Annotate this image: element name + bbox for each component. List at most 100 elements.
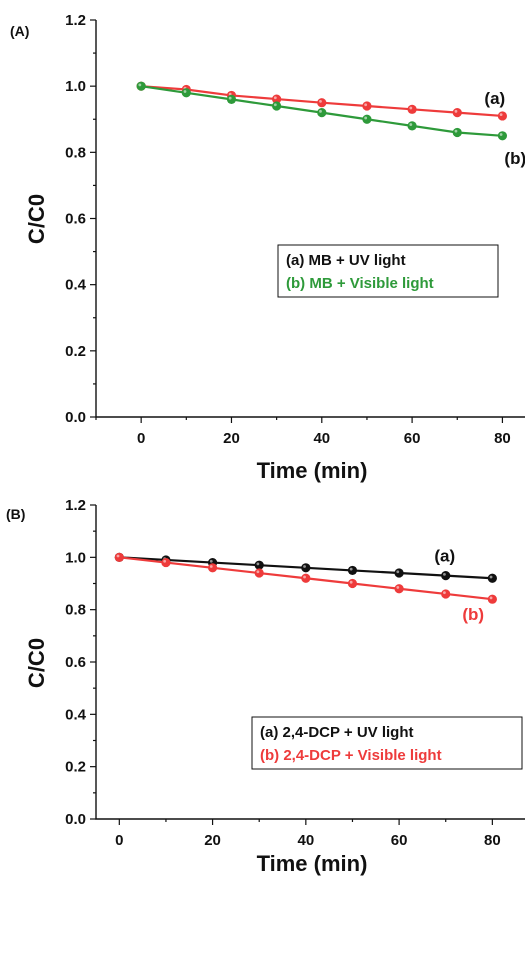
x-tick-label: 40	[297, 832, 314, 849]
y-tick-label: 1.0	[65, 549, 86, 566]
data-point-highlight	[499, 113, 503, 117]
legend-entry: (b) 2,4-DCP + Visible light	[260, 747, 442, 764]
y-tick-label: 0.4	[65, 706, 87, 723]
y-tick-label: 0.2	[65, 759, 86, 776]
data-point-highlight	[183, 90, 187, 93]
data-point-highlight	[349, 567, 353, 571]
data-point-highlight	[409, 106, 413, 110]
data-point-highlight	[209, 559, 213, 563]
data-point-highlight	[319, 100, 322, 103]
x-tick-label: 40	[313, 430, 330, 447]
data-point	[362, 114, 372, 124]
y-tick-label: 0.0	[65, 409, 86, 426]
data-point	[441, 589, 451, 599]
y-tick-label: 0.6	[65, 211, 86, 228]
chart-panel-a: 0.0 0.2 0.4 0.6 0.8 1.0 1.2 0 20 40 60 80 (A) C/C0 Tim…	[10, 12, 525, 483]
data-point	[317, 108, 327, 118]
data-point-highlight	[489, 575, 493, 579]
y-axis-title: C/C0	[24, 194, 49, 244]
data-point	[347, 578, 358, 589]
panel-label: (B)	[6, 506, 25, 522]
legend-entry: (b) MB + Visible light	[286, 275, 434, 292]
x-tick-label: 20	[204, 832, 221, 849]
data-point-highlight	[443, 572, 446, 576]
y-tick-label: 0.2	[65, 343, 86, 360]
y-tick-label: 1.0	[65, 78, 86, 95]
x-tick-label: 0	[115, 832, 123, 849]
data-point-highlight	[163, 559, 167, 563]
data-point-highlight	[443, 591, 446, 595]
x-tick-label: 60	[391, 832, 408, 849]
x-tick-label: 80	[494, 430, 511, 447]
x-tick-label: 80	[484, 832, 501, 849]
data-point	[487, 573, 497, 583]
data-point	[207, 563, 218, 573]
data-point-highlight	[319, 109, 322, 113]
data-point-highlight	[489, 596, 493, 600]
x-tick-label: 60	[404, 430, 421, 447]
x-tick-label: 20	[223, 430, 240, 447]
data-point	[452, 127, 462, 138]
x-axis-title: Time (min)	[257, 851, 368, 876]
axis-frame	[95, 505, 525, 820]
data-point	[272, 94, 282, 104]
data-point-highlight	[256, 570, 260, 574]
data-point	[272, 101, 282, 111]
axis-frame	[95, 20, 525, 418]
data-point	[362, 101, 372, 111]
data-point	[301, 573, 311, 583]
data-point	[394, 584, 404, 594]
curve-label: (a)	[484, 89, 505, 108]
data-point	[394, 568, 404, 578]
legend-box	[251, 716, 523, 770]
y-tick-label: 1.2	[65, 12, 86, 29]
data-point-highlight	[138, 83, 142, 87]
curve-label: (a)	[434, 546, 455, 565]
data-point-highlight	[116, 554, 120, 558]
y-axis-title: C/C0	[24, 638, 49, 688]
data-point	[254, 560, 264, 570]
chart-panel-b: 0.0 0.2 0.4 0.6 0.8 1.0 1.2 0 20 40 60 80 (B) C/C0 Tim…	[6, 497, 525, 876]
data-point-highlight	[303, 575, 306, 579]
data-point-highlight	[256, 562, 260, 566]
legend-entry: (a) 2,4-DCP + UV light	[260, 724, 414, 741]
data-point-highlight	[228, 92, 232, 96]
data-point-highlight	[454, 109, 458, 113]
data-point	[441, 571, 451, 581]
data-point	[452, 108, 462, 118]
x-axis-title: Time (min)	[257, 458, 368, 483]
y-tick-label: 0.6	[65, 654, 86, 671]
data-point-highlight	[228, 96, 232, 100]
data-point-highlight	[303, 565, 306, 568]
data-point-highlight	[454, 129, 458, 133]
data-point-highlight	[364, 103, 368, 107]
data-point	[347, 565, 358, 576]
data-point-highlight	[273, 103, 277, 107]
y-tick-label: 0.8	[65, 602, 86, 619]
data-point	[407, 121, 417, 131]
data-point	[407, 104, 417, 114]
data-point	[114, 552, 124, 562]
legend-entry: (a) MB + UV light	[286, 252, 406, 269]
data-point-highlight	[396, 586, 400, 589]
data-point-highlight	[364, 116, 368, 120]
data-point-highlight	[409, 123, 413, 126]
data-point	[181, 88, 191, 98]
data-point	[497, 131, 508, 141]
data-point	[487, 594, 497, 604]
x-tick-label: 0	[137, 430, 145, 447]
curve-label: (b)	[462, 605, 484, 624]
data-point-highlight	[396, 570, 400, 574]
data-point	[136, 81, 146, 91]
y-tick-label: 0.0	[65, 811, 86, 828]
data-point	[226, 94, 237, 104]
data-point	[317, 98, 327, 108]
legend-box	[277, 244, 499, 298]
y-tick-label: 0.8	[65, 144, 86, 161]
panel-label: (A)	[10, 23, 29, 39]
data-point	[254, 568, 264, 578]
data-point-highlight	[349, 580, 353, 584]
y-tick-label: 1.2	[65, 497, 86, 514]
data-point	[161, 557, 171, 568]
